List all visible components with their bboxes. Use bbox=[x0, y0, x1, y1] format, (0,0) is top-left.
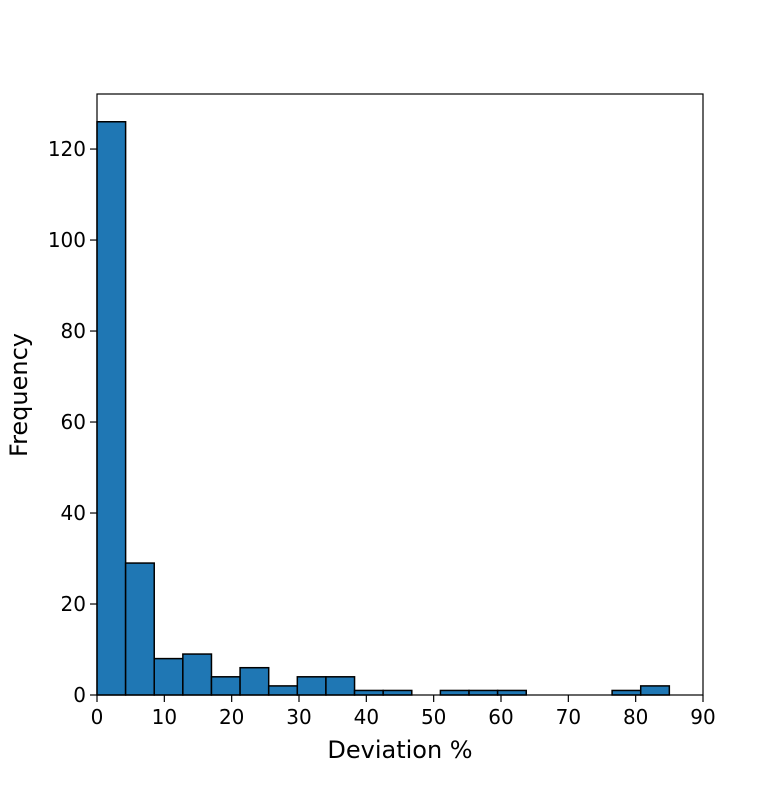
x-tick-label: 60 bbox=[488, 705, 513, 729]
bar bbox=[210, 676, 241, 696]
x-tick-label: 10 bbox=[152, 705, 177, 729]
bar bbox=[267, 685, 299, 696]
y-tick-label: 40 bbox=[61, 501, 86, 525]
y-tick-label: 80 bbox=[61, 319, 86, 343]
bar bbox=[496, 689, 527, 696]
bar bbox=[96, 121, 127, 696]
y-tick-label: 120 bbox=[48, 137, 86, 161]
x-tick-label: 70 bbox=[556, 705, 581, 729]
bar bbox=[153, 657, 184, 696]
y-tick-label: 60 bbox=[61, 410, 86, 434]
bar bbox=[439, 689, 470, 696]
x-tick-label: 0 bbox=[91, 705, 104, 729]
bar bbox=[382, 689, 413, 696]
y-tick-label: 20 bbox=[61, 592, 86, 616]
x-tick-label: 90 bbox=[690, 705, 715, 729]
x-axis-label: Deviation % bbox=[327, 736, 472, 764]
x-tick-label: 30 bbox=[286, 705, 311, 729]
bar bbox=[239, 666, 270, 696]
bar bbox=[182, 653, 213, 696]
bar bbox=[325, 676, 356, 696]
x-tick-label: 20 bbox=[219, 705, 244, 729]
bar bbox=[124, 562, 155, 696]
bar bbox=[353, 689, 384, 696]
bar bbox=[468, 689, 499, 696]
plot-frame bbox=[96, 93, 704, 696]
y-tick-label: 0 bbox=[73, 683, 86, 707]
y-axis-label: Frequency bbox=[5, 333, 33, 457]
x-tick-label: 80 bbox=[623, 705, 648, 729]
bar bbox=[611, 689, 642, 696]
bar bbox=[639, 685, 671, 696]
x-tick-label: 40 bbox=[354, 705, 379, 729]
y-tick-label: 100 bbox=[48, 228, 86, 252]
x-tick-label: 50 bbox=[421, 705, 446, 729]
bar bbox=[296, 676, 327, 696]
